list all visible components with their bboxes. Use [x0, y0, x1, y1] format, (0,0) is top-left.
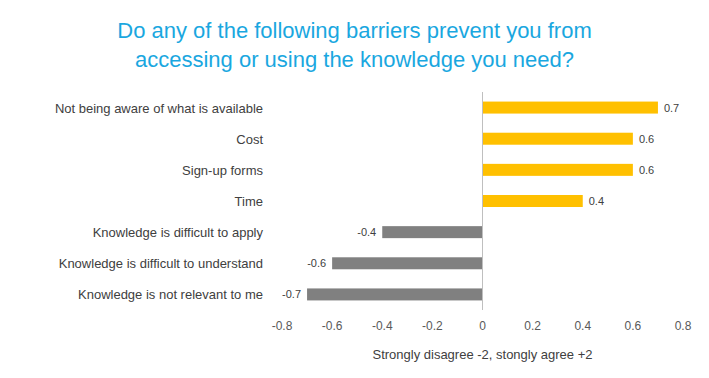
tick-label: -0.6: [322, 319, 343, 333]
data-label: 0.6: [639, 133, 654, 145]
title: Do any of the following barriers prevent…: [117, 18, 591, 72]
bar: [332, 257, 482, 269]
chart: Do any of the following barriers prevent…: [0, 0, 709, 378]
data-label: -0.6: [307, 257, 326, 269]
tick-label: 0.8: [675, 319, 692, 333]
tick-label: 0.4: [574, 319, 591, 333]
category-label: Sign-up forms: [182, 163, 263, 178]
tick-label: 0.2: [524, 319, 541, 333]
tick-label: -0.2: [422, 319, 443, 333]
bar: [483, 133, 633, 145]
category-label: Knowledge is difficult to understand: [59, 256, 263, 271]
data-label: -0.4: [357, 226, 376, 238]
data-label: 0.7: [664, 102, 679, 114]
tick-label: -0.4: [372, 319, 393, 333]
bar: [382, 226, 482, 238]
category-label: Time: [235, 194, 263, 209]
category-label: Knowledge is difficult to apply: [93, 225, 264, 240]
category-label: Not being aware of what is available: [55, 101, 263, 116]
category-label: Cost: [236, 132, 263, 147]
axis-line: [482, 92, 483, 310]
bar: [483, 102, 658, 114]
data-label: -0.7: [282, 288, 301, 300]
tick-label: 0.6: [625, 319, 642, 333]
data-label: 0.4: [589, 195, 604, 207]
bar: [483, 195, 583, 207]
axis-label: Strongly disagree -2, stongly agree +2: [372, 347, 592, 362]
tick-label: -0.8: [272, 319, 293, 333]
bar: [307, 288, 482, 300]
bar: [483, 164, 633, 176]
category-label: Knowledge is not relevant to me: [78, 287, 263, 302]
tick-label: 0: [479, 319, 486, 333]
data-label: 0.6: [639, 164, 654, 176]
